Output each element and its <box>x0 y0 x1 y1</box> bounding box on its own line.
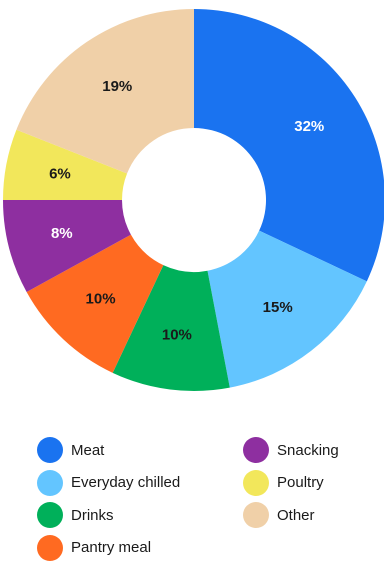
legend-item-snacking: Snacking <box>243 437 339 463</box>
legend-label-poultry: Poultry <box>277 474 324 491</box>
slice-label-snacking: 8% <box>51 225 73 242</box>
slice-everyday-chilled <box>207 230 367 388</box>
legend-label-snacking: Snacking <box>277 441 339 459</box>
legend-swatch-snacking <box>243 437 269 463</box>
slice-pantry-meal <box>26 234 164 373</box>
slice-label-drinks: 10% <box>162 326 192 343</box>
slice-snacking <box>3 200 131 293</box>
legend-swatch-everyday-chilled <box>37 469 63 496</box>
legend-item-other: Other <box>243 502 315 528</box>
legend-swatch-meat <box>37 437 63 463</box>
legend-label-meat: Meat <box>71 441 105 459</box>
slice-label-pantry-meal: 10% <box>86 290 116 307</box>
slice-meat <box>194 9 384 282</box>
legend-item-poultry: Poultry <box>243 469 324 496</box>
legend-item-everyday-chilled: Everyday chilled <box>37 469 181 496</box>
legend-label-drinks: Drinks <box>71 506 114 524</box>
legend-swatch-pantry-meal <box>37 534 63 561</box>
legend-swatch-poultry <box>243 469 269 496</box>
slice-label-meat: 32% <box>294 118 324 135</box>
slice-other <box>16 9 195 174</box>
legend-label-other: Other <box>277 506 315 524</box>
slice-label-everyday-chilled: 15% <box>263 299 293 316</box>
slice-poultry <box>3 129 128 200</box>
legend-swatch-drinks <box>37 502 63 528</box>
donut-chart: 32% 15% 10% 10% 8% 6% 19% <box>3 9 384 391</box>
legend-label-everyday-chilled: Everyday chilled <box>71 474 181 491</box>
legend-item-meat: Meat <box>37 437 104 463</box>
legend-swatch-other <box>243 502 269 528</box>
slice-label-poultry: 6% <box>49 165 71 182</box>
legend-item-pantry-meal: Pantry meal <box>37 534 152 561</box>
legend-label-pantry-meal: Pantry meal <box>71 539 152 556</box>
slice-label-other: 19% <box>102 78 132 95</box>
slice-drinks <box>112 265 230 391</box>
legend-item-drinks: Drinks <box>37 502 114 528</box>
